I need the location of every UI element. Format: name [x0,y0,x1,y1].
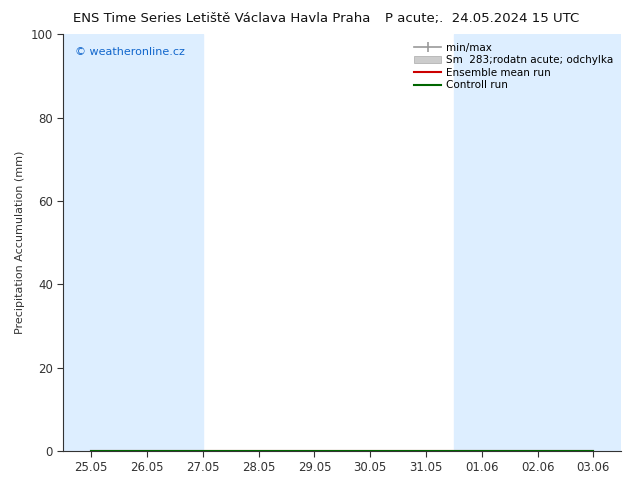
Y-axis label: Precipitation Accumulation (mm): Precipitation Accumulation (mm) [15,151,25,334]
Bar [63,34,203,451]
Text: P acute;.  24.05.2024 15 UTC: P acute;. 24.05.2024 15 UTC [385,12,579,25]
Text: © weatheronline.cz: © weatheronline.cz [75,47,184,57]
Bar [454,34,621,451]
Text: ENS Time Series Letiště Václava Havla Praha: ENS Time Series Letiště Václava Havla Pr… [73,12,371,25]
Legend: min/max, Sm  283;rodatn acute; odchylka, Ensemble mean run, Controll run: min/max, Sm 283;rodatn acute; odchylka, … [411,40,616,94]
